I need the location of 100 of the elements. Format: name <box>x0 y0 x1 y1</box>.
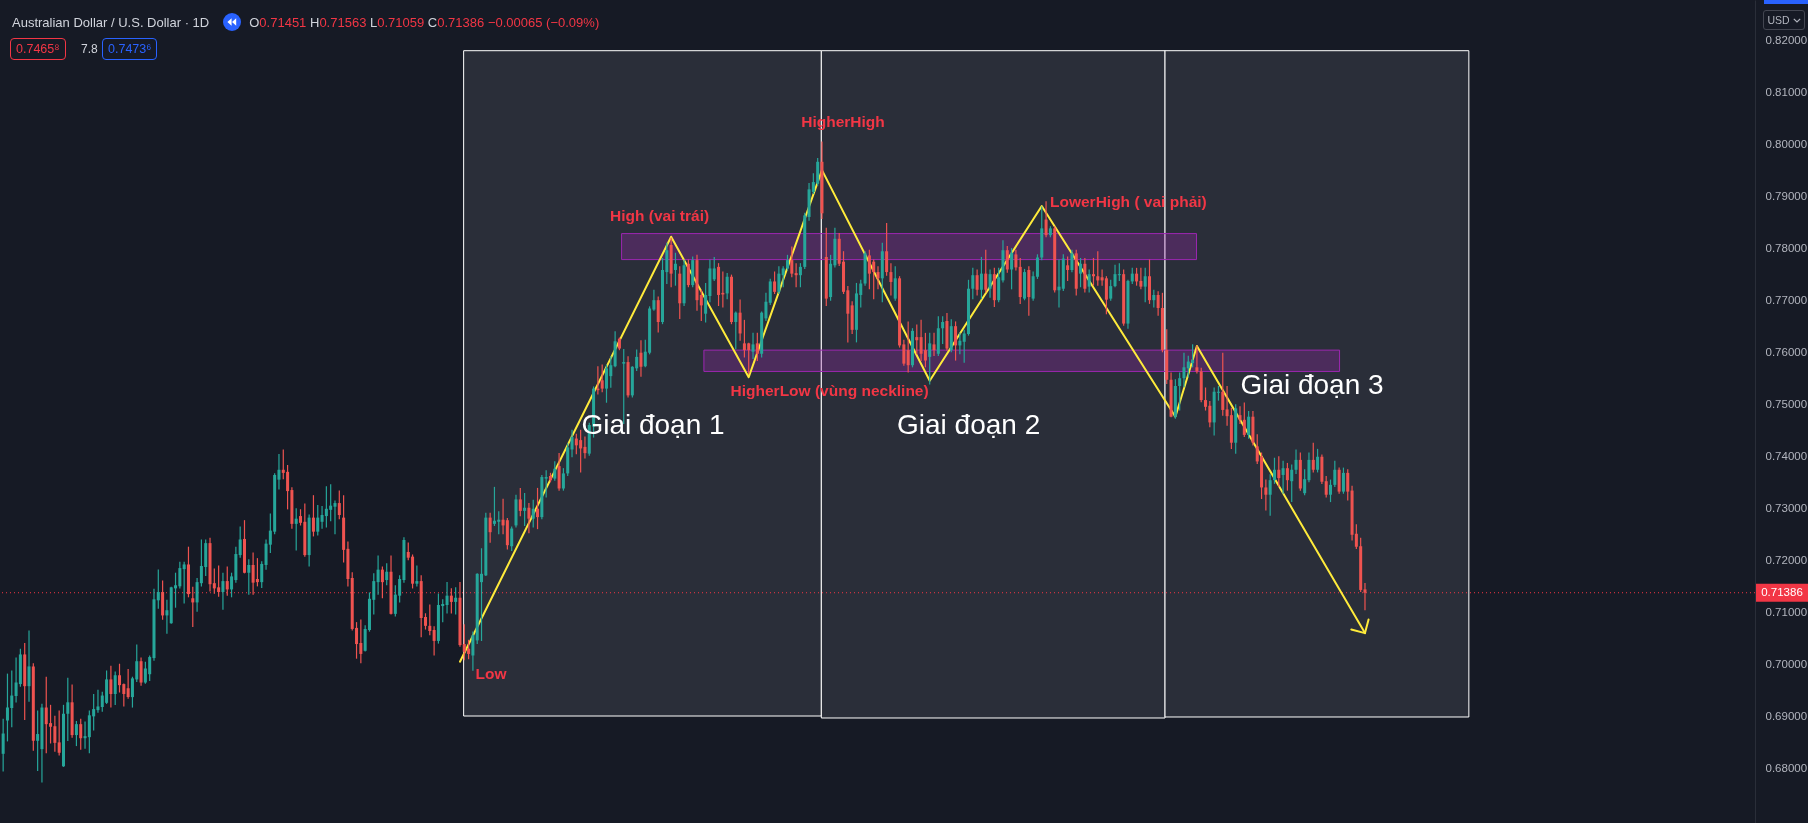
candlestick <box>1186 355 1190 378</box>
candlestick <box>1316 448 1320 473</box>
candlestick <box>376 555 380 595</box>
candlestick <box>316 505 320 536</box>
y-tick-label: 0.70000 <box>1765 658 1808 671</box>
candlestick <box>570 429 574 458</box>
annotation: 0.7465⁸ <box>16 41 60 56</box>
candlestick <box>1346 469 1350 501</box>
candlestick <box>105 670 109 704</box>
candlestick <box>492 486 496 527</box>
candlestick <box>1337 467 1341 494</box>
candlestick <box>949 319 953 353</box>
candlestick <box>872 259 876 300</box>
candlestick <box>1290 464 1294 503</box>
y-tick-label: 0.75000 <box>1765 398 1808 411</box>
candlestick <box>320 506 324 529</box>
candlestick <box>428 604 432 636</box>
text: Australian Dollar / U.S. Dollar · 1D <box>12 14 210 30</box>
candlestick <box>1044 201 1048 238</box>
candlestick <box>583 436 587 459</box>
candlestick <box>87 710 91 754</box>
y-tick-label: 0.74000 <box>1765 450 1808 463</box>
candlestick <box>1277 456 1281 488</box>
candlestick <box>777 266 781 295</box>
candlestick <box>333 500 337 535</box>
candlestick <box>1311 442 1315 473</box>
candlestick <box>785 254 790 271</box>
candlestick <box>536 487 540 530</box>
candlestick <box>1242 402 1246 438</box>
candlestick <box>574 433 578 455</box>
candlestick <box>1178 372 1182 411</box>
candlestick <box>1104 276 1108 315</box>
candlestick <box>488 512 492 543</box>
candlestick <box>738 299 742 341</box>
y-tick-label: 0.69000 <box>1765 710 1808 723</box>
candlestick <box>1014 249 1018 271</box>
candlestick <box>686 259 690 288</box>
candlestick <box>941 316 945 344</box>
candlestick <box>1221 352 1225 416</box>
candlestick <box>1113 264 1117 288</box>
candlestick <box>109 665 113 708</box>
candlestick <box>66 677 70 741</box>
candlestick <box>1247 410 1251 439</box>
candlestick <box>1268 474 1272 516</box>
candlestick <box>471 631 475 671</box>
candlestick <box>1143 267 1147 303</box>
y-tick-label: 0.68000 <box>1765 762 1808 775</box>
candlestick <box>725 273 729 300</box>
candlestick <box>1005 245 1009 273</box>
candlestick <box>885 223 889 276</box>
candlestick <box>1087 269 1091 293</box>
annotation: Giai đoạn 2 <box>896 409 1041 440</box>
candlestick <box>139 657 143 686</box>
candlestick <box>445 582 449 614</box>
candlestick <box>143 661 147 684</box>
candlestick <box>1182 352 1186 388</box>
annotation: High (vai trái) <box>610 206 710 224</box>
candlestick <box>118 663 122 693</box>
candlestick <box>79 718 83 750</box>
candlestick <box>1191 344 1195 368</box>
candlestick <box>893 266 897 301</box>
candlestick <box>579 429 583 473</box>
candlestick <box>984 249 988 293</box>
dropdown: USD <box>1763 10 1805 30</box>
candlestick <box>454 587 458 615</box>
candlestick <box>113 671 117 705</box>
candlestick <box>928 332 932 385</box>
candlestick <box>462 624 466 661</box>
ref-line-label: 0.71386 <box>1761 585 1803 598</box>
candlestick <box>1208 401 1212 428</box>
candlestick <box>449 588 453 614</box>
y-tick-label: 0.82000 <box>1765 34 1808 47</box>
candlestick <box>221 572 225 610</box>
candlestick <box>794 263 798 288</box>
candlestick <box>432 626 436 656</box>
candlestick <box>44 676 48 754</box>
candlestick <box>531 499 535 528</box>
price-box: 0.7465⁸ <box>10 38 66 60</box>
candlestick <box>971 267 975 300</box>
candlestick <box>10 670 14 728</box>
candlestick <box>798 263 802 288</box>
candlestick <box>1070 249 1074 273</box>
candlestick <box>768 278 772 305</box>
candlestick <box>906 321 910 373</box>
candlestick <box>329 484 333 522</box>
candlestick <box>14 657 18 703</box>
candlestick <box>1324 475 1328 498</box>
candlestick <box>751 332 755 360</box>
y-tick-label: 0.78000 <box>1765 242 1808 255</box>
candlestick <box>510 526 514 551</box>
candlestick <box>609 356 613 388</box>
candlestick <box>1272 457 1276 484</box>
candlestick <box>49 704 53 744</box>
candlestick <box>773 271 777 295</box>
candlestick <box>1139 267 1143 290</box>
candlestick <box>557 453 561 491</box>
candlestick <box>1066 256 1070 281</box>
candlestick <box>988 269 992 298</box>
candlestick <box>1329 479 1333 503</box>
text: O0.71451 H0.71563 L0.71059 C0.71386 −0.00065 (−0.09%) <box>249 14 600 30</box>
